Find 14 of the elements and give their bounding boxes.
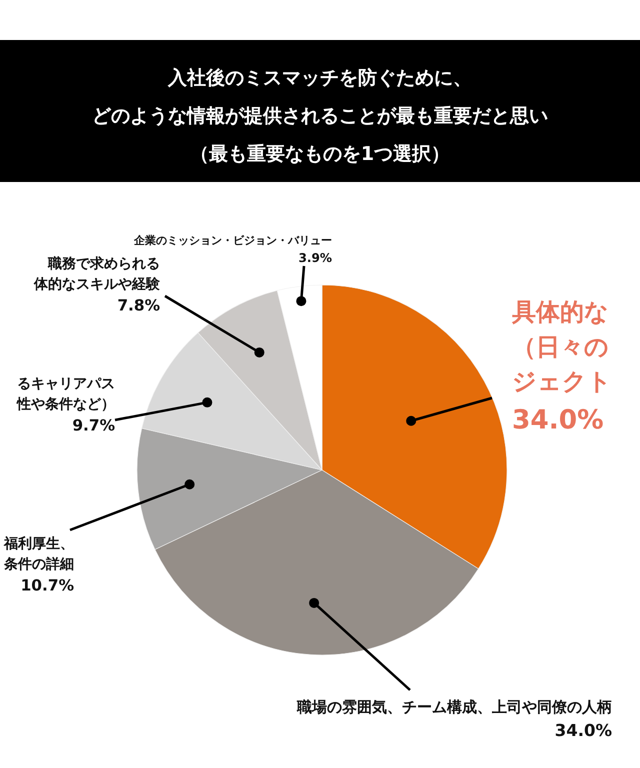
slice-label: 職場の雰囲気、チーム構成、上司や同僚の人柄	[296, 698, 612, 716]
data-label: 7.8%	[117, 296, 160, 315]
data-label: 10.7%	[20, 576, 74, 595]
data-label: 34.0%	[512, 404, 604, 436]
data-label: 34.0%	[554, 720, 612, 740]
slice-label: 企業のミッション・ビジョン・バリュー	[133, 234, 332, 247]
data-label: 9.7%	[72, 416, 115, 435]
chart-title: 入社後のミスマッチを防ぐために、どのような情報が提供されることが最も重要だと思い	[92, 67, 548, 127]
slice-label: 福利厚生、条件の詳細	[3, 535, 74, 572]
slice-label: 具体的な（日々のジェクト	[511, 298, 612, 396]
chart-subtitle: （最も重要なものを1つ選択）	[190, 143, 450, 165]
data-label: 3.9%	[298, 250, 332, 265]
slice-label: 職務で求められる体的なスキルや経験	[33, 255, 161, 292]
slice-label: るキャリアパス性や条件など）	[16, 376, 115, 412]
